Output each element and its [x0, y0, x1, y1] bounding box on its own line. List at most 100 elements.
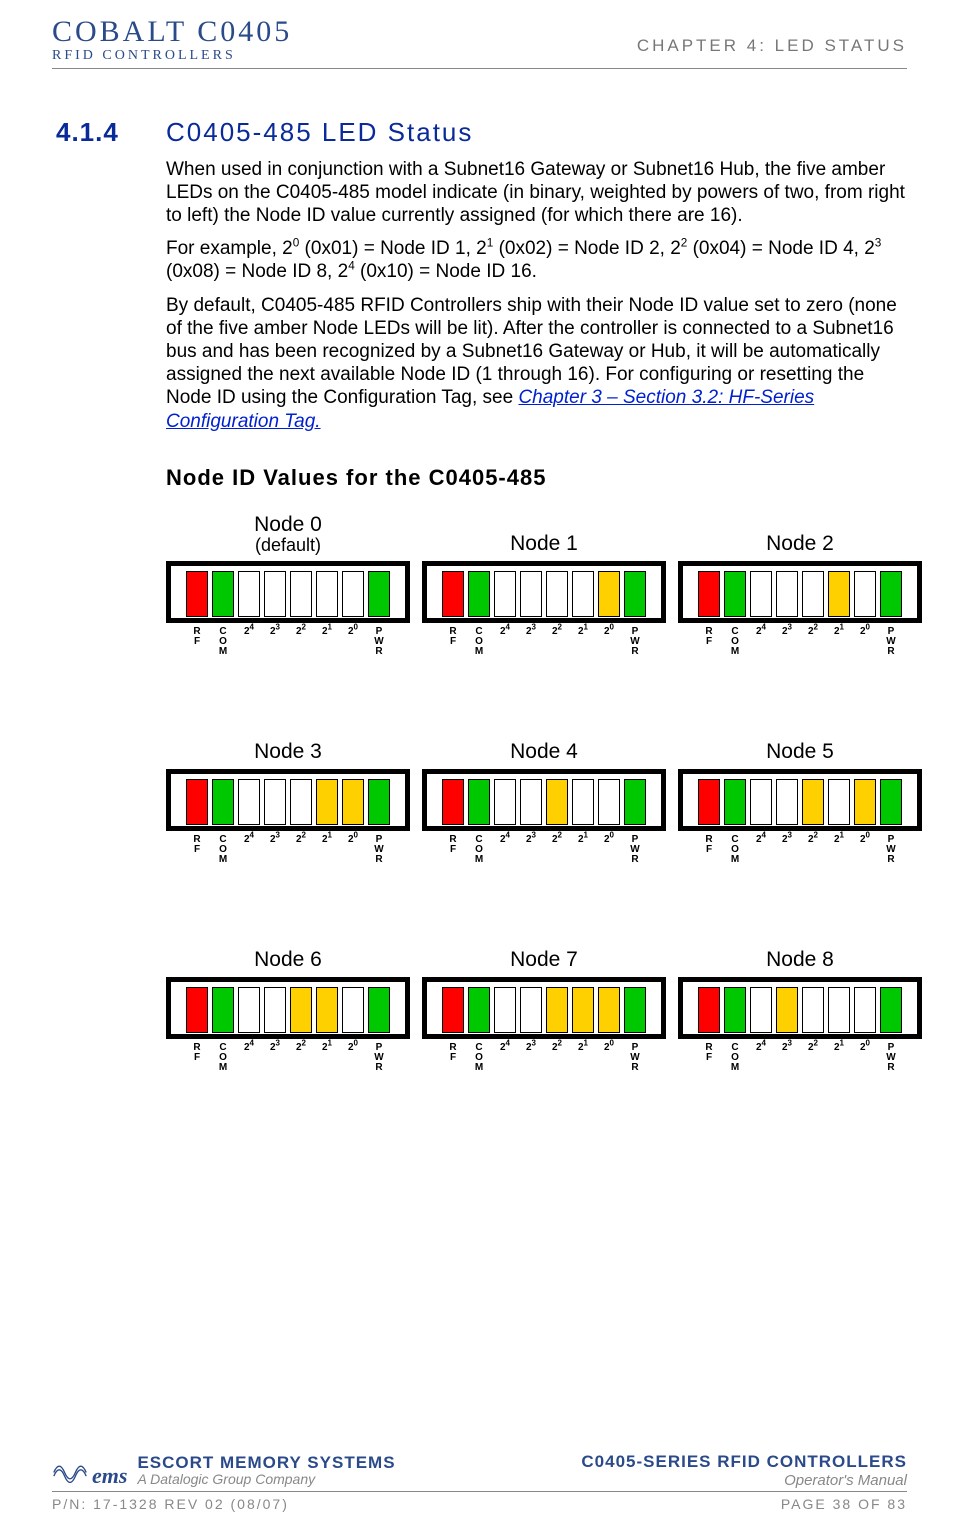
led-label: RF: [442, 627, 464, 657]
footer-top: ems ESCORT MEMORY SYSTEMS A Datalogic Gr…: [52, 1452, 907, 1492]
led-RF: [698, 779, 720, 825]
led-label: 24: [494, 627, 516, 657]
led-label: 24: [494, 1043, 516, 1073]
led-label: RF: [186, 1043, 208, 1073]
led-label: COM: [468, 835, 490, 865]
led-label: 20: [598, 1043, 620, 1073]
led-label: 21: [316, 1043, 338, 1073]
footer-left: ems ESCORT MEMORY SYSTEMS A Datalogic Gr…: [52, 1453, 396, 1489]
node-title-text: Node 7: [510, 949, 578, 971]
led-label: 22: [546, 835, 568, 865]
led-frame: [422, 769, 666, 831]
led-label: 24: [238, 627, 260, 657]
led-label: PWR: [880, 627, 902, 657]
led-label: 22: [546, 1043, 568, 1073]
led-labels: RFCOM2423222120PWR: [166, 627, 410, 657]
led-label: RF: [698, 835, 720, 865]
node-block-8: Node 8 RFCOM2423222120PWR: [678, 925, 922, 1073]
node-title: Node 7: [422, 925, 666, 971]
led-label: RF: [442, 1043, 464, 1073]
led-2: [598, 571, 620, 617]
led-RF: [698, 987, 720, 1033]
led-COM: [468, 779, 490, 825]
node-row-3: Node 6RFCOM2423222120PWRNode 7RFCOM24232…: [166, 925, 907, 1073]
led-label: 23: [520, 627, 542, 657]
node-title-text: Node 1: [510, 533, 578, 555]
node-title: Node 5: [678, 717, 922, 763]
led-labels: RFCOM2423222120PWR: [678, 1043, 922, 1073]
footer-company-sub: A Datalogic Group Company: [137, 1472, 395, 1487]
led-label: PWR: [624, 835, 646, 865]
node-title: Node 6: [166, 925, 410, 971]
led-label: 22: [546, 627, 568, 657]
led-2: [750, 987, 772, 1033]
nodes-area: Node 0(default)RFCOM2423222120PWRNode 1R…: [166, 509, 907, 1073]
led-label: 21: [316, 835, 338, 865]
led-2: [494, 987, 516, 1033]
led-RF: [186, 571, 208, 617]
led-PWR: [624, 571, 646, 617]
led-RF: [186, 779, 208, 825]
led-2: [572, 571, 594, 617]
led-label: 24: [750, 1043, 772, 1073]
footer: ems ESCORT MEMORY SYSTEMS A Datalogic Gr…: [52, 1452, 907, 1512]
led-labels: RFCOM2423222120PWR: [678, 835, 922, 865]
led-2: [316, 987, 338, 1033]
led-label: 23: [264, 835, 286, 865]
node-row-2: Node 3RFCOM2423222120PWRNode 4RFCOM24232…: [166, 717, 907, 865]
led-RF: [698, 571, 720, 617]
led-label: 21: [828, 835, 850, 865]
logo-main: COBALT C0405: [52, 18, 292, 47]
body-text: When used in conjunction with a Subnet16…: [166, 158, 907, 433]
led-PWR: [880, 571, 902, 617]
led-labels: RFCOM2423222120PWR: [422, 835, 666, 865]
node-block-2: Node 2 RFCOM2423222120PWR: [678, 509, 922, 657]
led-label: 23: [776, 835, 798, 865]
led-label: 21: [828, 1043, 850, 1073]
node-title-text: Node 8: [766, 949, 834, 971]
led-labels: RFCOM2423222120PWR: [422, 1043, 666, 1073]
wave-icon: [52, 1453, 88, 1483]
led-2: [572, 779, 594, 825]
node-title-text: Node 0: [254, 514, 322, 536]
led-label: PWR: [368, 1043, 390, 1073]
footer-page: PAGE 38 OF 83: [781, 1496, 907, 1512]
led-2: [238, 571, 260, 617]
led-label: 23: [520, 835, 542, 865]
led-2: [854, 779, 876, 825]
section-heading: 4.1.4 C0405-485 LED Status: [56, 117, 907, 148]
led-2: [238, 779, 260, 825]
led-2: [776, 987, 798, 1033]
led-label: 22: [802, 835, 824, 865]
footer-bottom: P/N: 17-1328 REV 02 (08/07) PAGE 38 OF 8…: [52, 1496, 907, 1512]
led-COM: [724, 987, 746, 1033]
led-2: [494, 779, 516, 825]
led-label: RF: [442, 835, 464, 865]
led-RF: [442, 779, 464, 825]
led-2: [802, 571, 824, 617]
node-title-text: Node 2: [766, 533, 834, 555]
footer-right: C0405-SERIES RFID CONTROLLERS Operator's…: [581, 1452, 907, 1489]
led-2: [802, 987, 824, 1033]
led-label: COM: [468, 627, 490, 657]
led-2: [828, 987, 850, 1033]
led-label: 22: [802, 627, 824, 657]
led-COM: [212, 571, 234, 617]
led-label: 22: [802, 1043, 824, 1073]
led-2: [494, 571, 516, 617]
logo-block: COBALT C0405 RFID CONTROLLERS: [52, 18, 292, 62]
section-number: 4.1.4: [56, 117, 166, 148]
led-RF: [442, 571, 464, 617]
led-PWR: [368, 571, 390, 617]
node-title: Node 8: [678, 925, 922, 971]
led-label: 20: [598, 627, 620, 657]
led-2: [290, 987, 312, 1033]
led-label: 21: [572, 1043, 594, 1073]
led-2: [802, 779, 824, 825]
led-labels: RFCOM2423222120PWR: [678, 627, 922, 657]
led-2: [520, 571, 542, 617]
top-header: COBALT C0405 RFID CONTROLLERS CHAPTER 4:…: [52, 18, 907, 69]
led-2: [750, 779, 772, 825]
led-2: [264, 571, 286, 617]
led-2: [546, 779, 568, 825]
